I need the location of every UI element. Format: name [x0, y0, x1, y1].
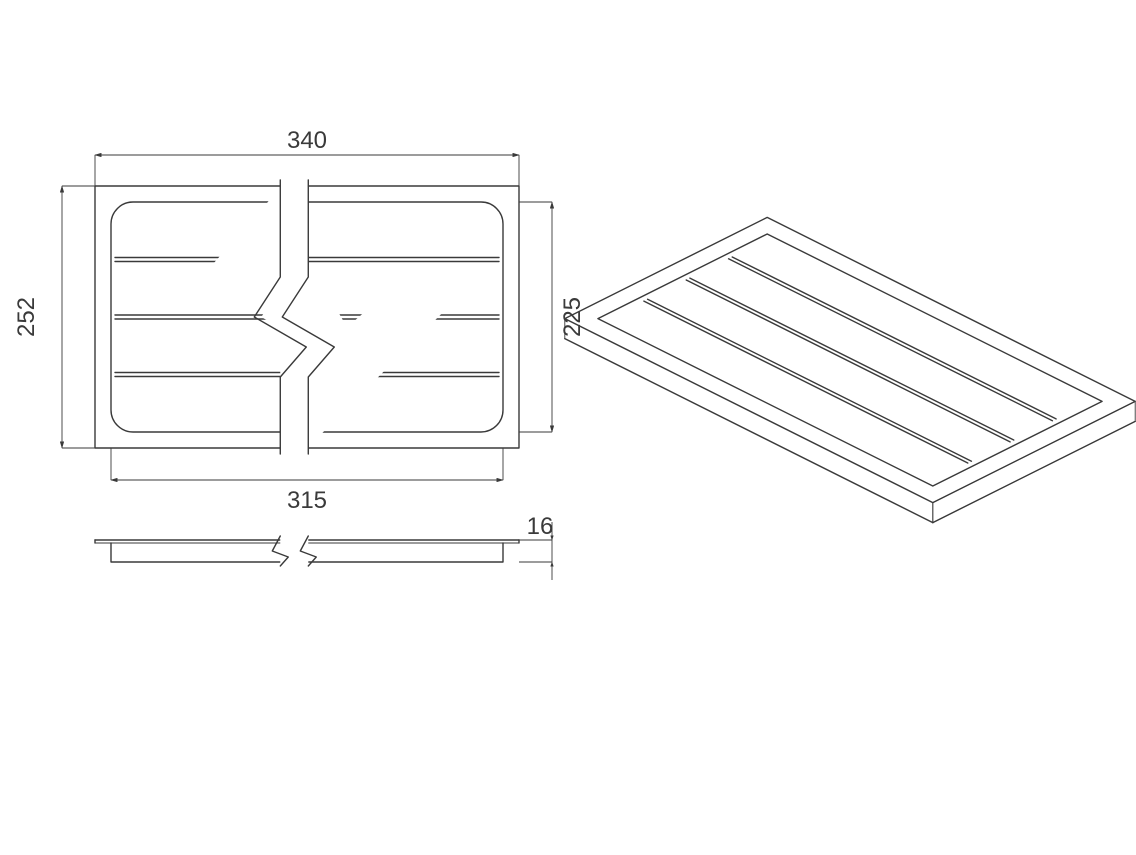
side-view — [95, 536, 519, 566]
dimension-label: 252 — [13, 297, 40, 337]
dimension-label: 340 — [287, 127, 327, 154]
dimension-label: 16 — [527, 513, 554, 540]
dimension-label: 225 — [559, 297, 586, 337]
top-view — [95, 180, 519, 454]
dimension-label: 315 — [287, 487, 327, 514]
isometric-view — [565, 217, 1135, 522]
technical-drawing: 340 315 252 225 16 — [0, 0, 1136, 850]
